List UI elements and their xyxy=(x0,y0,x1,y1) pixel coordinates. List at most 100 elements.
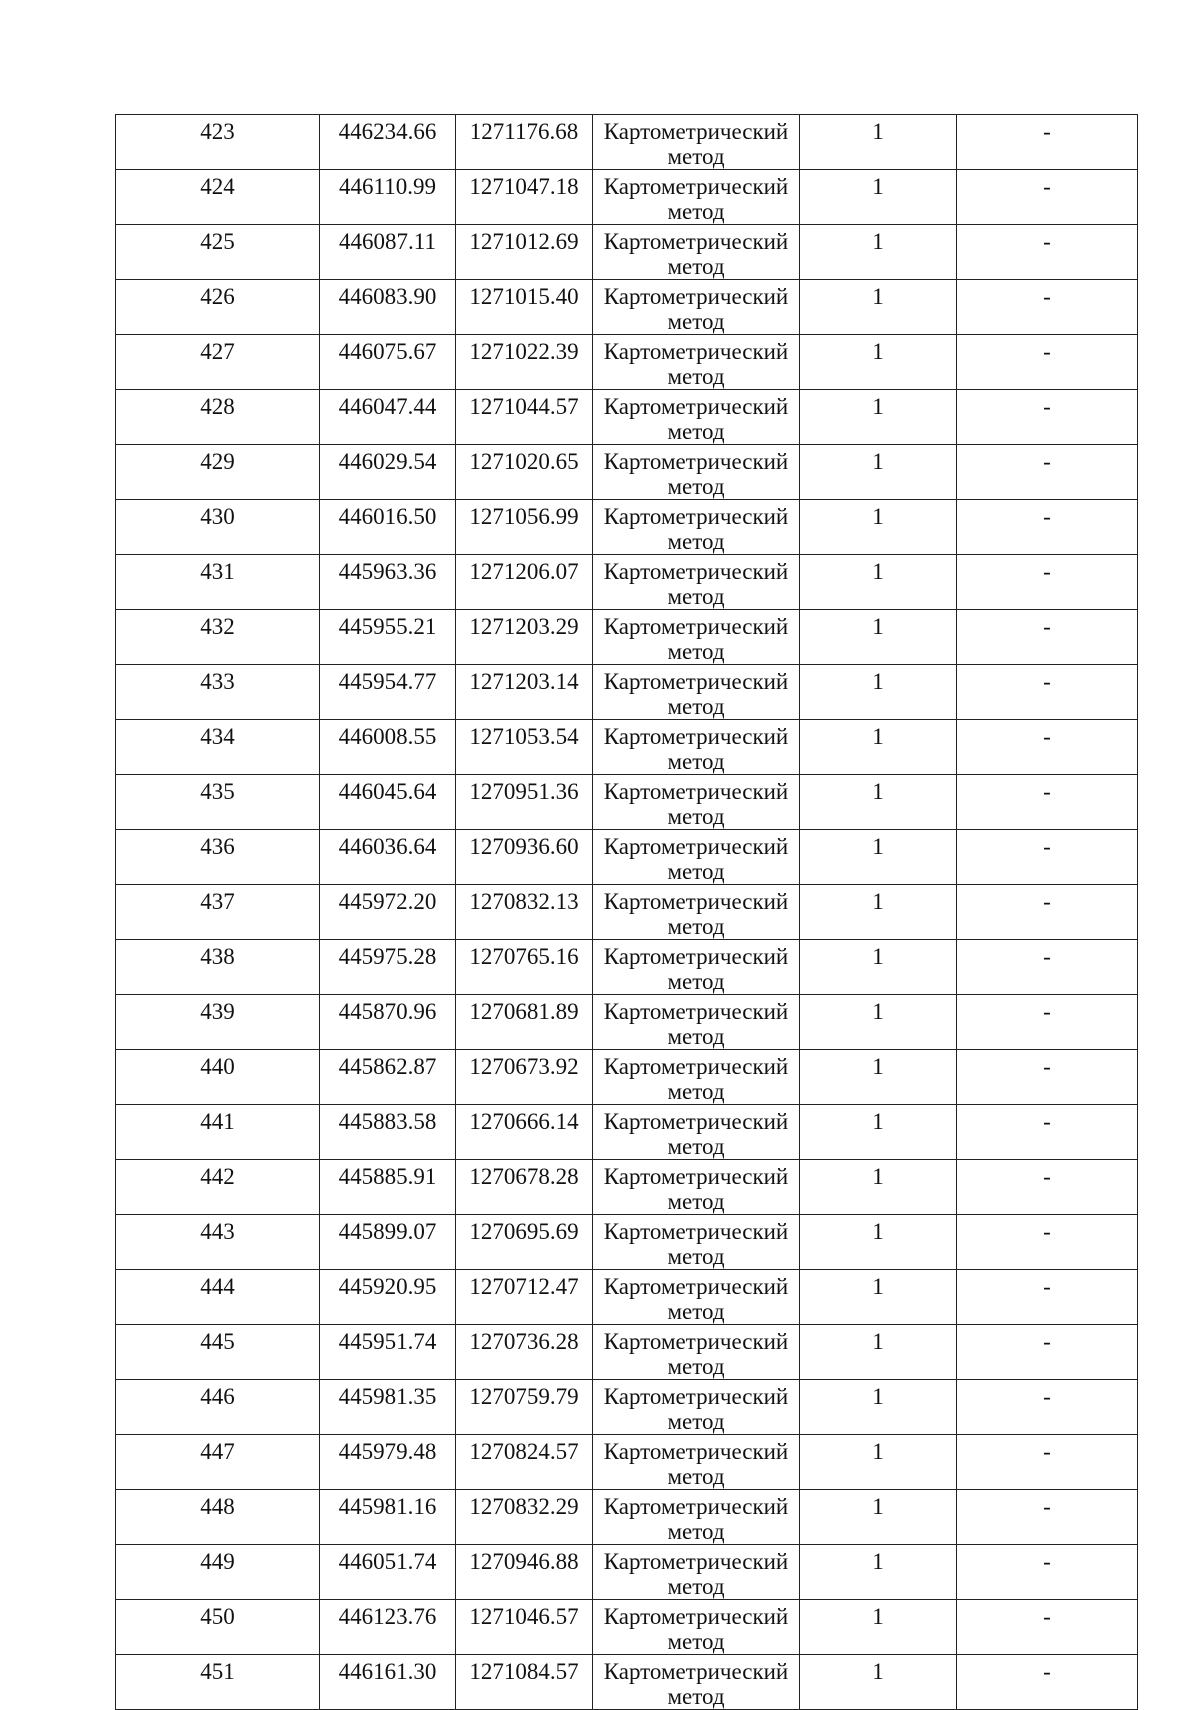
point-number-cell: 427 xyxy=(115,334,320,390)
accuracy-text: 1 xyxy=(872,174,884,199)
accuracy-cell: 1 xyxy=(799,499,957,555)
note-cell: - xyxy=(956,829,1138,885)
method-text: Картометрический метод xyxy=(603,1164,789,1214)
coord-y-text: 1270678.28 xyxy=(469,1164,579,1189)
table-row: 428 446047.44 1271044.57 Картометрический м… xyxy=(115,389,1138,445)
point-number-text: 451 xyxy=(200,1659,235,1684)
note-cell: - xyxy=(956,554,1138,610)
method-cell: Картометрический метод xyxy=(592,1544,800,1600)
coord-x-text: 446008.55 xyxy=(338,724,437,749)
method-text: Картометрический метод xyxy=(603,1549,789,1599)
coord-y-text: 1270936.60 xyxy=(469,834,579,859)
accuracy-cell: 1 xyxy=(799,1434,957,1490)
accuracy-cell: 1 xyxy=(799,609,957,665)
accuracy-cell: 1 xyxy=(799,664,957,720)
coord-y-cell: 1270678.28 xyxy=(455,1159,593,1215)
method-cell: Картометрический метод xyxy=(592,774,800,830)
note-cell: - xyxy=(956,1379,1138,1435)
coord-x-cell: 446045.64 xyxy=(319,774,456,830)
point-number-text: 434 xyxy=(200,724,235,749)
accuracy-cell: 1 xyxy=(799,1049,957,1105)
coord-x-cell: 446036.64 xyxy=(319,829,456,885)
point-number-cell: 443 xyxy=(115,1214,320,1270)
method-cell: Картометрический метод xyxy=(592,829,800,885)
method-text: Картометрический метод xyxy=(603,1219,789,1269)
point-number-cell: 429 xyxy=(115,444,320,500)
method-text: Картометрический метод xyxy=(603,559,789,609)
point-number-text: 430 xyxy=(200,504,235,529)
table-row: 434 446008.55 1271053.54 Картометрический м… xyxy=(115,719,1138,775)
accuracy-cell: 1 xyxy=(799,1654,957,1710)
note-cell: - xyxy=(956,664,1138,720)
coord-y-text: 1270824.57 xyxy=(469,1439,579,1464)
table-row: 437 445972.20 1270832.13 Картометрический м… xyxy=(115,884,1138,940)
coord-y-text: 1270666.14 xyxy=(469,1109,579,1134)
coord-x-text: 446051.74 xyxy=(338,1549,437,1574)
point-number-cell: 448 xyxy=(115,1489,320,1545)
coord-y-text: 1271015.40 xyxy=(469,284,579,309)
point-number-cell: 439 xyxy=(115,994,320,1050)
method-text: Картометрический метод xyxy=(603,394,789,444)
method-cell: Картометрический метод xyxy=(592,664,800,720)
method-text: Картометрический метод xyxy=(603,1109,789,1159)
method-text: Картометрический метод xyxy=(603,229,789,279)
coord-y-text: 1270712.47 xyxy=(469,1274,579,1299)
table-row: 442 445885.91 1270678.28 Картометрический м… xyxy=(115,1159,1138,1215)
table-row: 447 445979.48 1270824.57 Картометрический м… xyxy=(115,1434,1138,1490)
table-row: 425 446087.11 1271012.69 Картометрический м… xyxy=(115,224,1138,280)
coord-x-cell: 446047.44 xyxy=(319,389,456,445)
method-cell: Картометрический метод xyxy=(592,1049,800,1105)
accuracy-cell: 1 xyxy=(799,829,957,885)
method-text: Картометрический метод xyxy=(603,1604,789,1654)
accuracy-cell: 1 xyxy=(799,389,957,445)
coord-x-cell: 446008.55 xyxy=(319,719,456,775)
accuracy-text: 1 xyxy=(872,1274,884,1299)
point-number-text: 435 xyxy=(200,779,235,804)
note-text: - xyxy=(1043,834,1051,859)
accuracy-text: 1 xyxy=(872,1219,884,1244)
table-row: 427 446075.67 1271022.39 Картометрический м… xyxy=(115,334,1138,390)
coord-x-cell: 446016.50 xyxy=(319,499,456,555)
coord-x-cell: 445951.74 xyxy=(319,1324,456,1380)
method-cell: Картометрический метод xyxy=(592,1434,800,1490)
point-number-cell: 441 xyxy=(115,1104,320,1160)
note-cell: - xyxy=(956,1214,1138,1270)
coord-y-cell: 1270673.92 xyxy=(455,1049,593,1105)
coord-x-cell: 446110.99 xyxy=(319,169,456,225)
coord-y-text: 1270946.88 xyxy=(469,1549,579,1574)
point-number-text: 441 xyxy=(200,1109,235,1134)
point-number-text: 436 xyxy=(200,834,235,859)
coord-x-text: 446045.64 xyxy=(338,779,437,804)
accuracy-text: 1 xyxy=(872,1384,884,1409)
coord-y-text: 1271022.39 xyxy=(469,339,579,364)
coord-x-text: 445979.48 xyxy=(338,1439,437,1464)
method-cell: Картометрический метод xyxy=(592,1324,800,1380)
point-number-cell: 440 xyxy=(115,1049,320,1105)
method-cell: Картометрический метод xyxy=(592,499,800,555)
note-text: - xyxy=(1043,174,1051,199)
note-text: - xyxy=(1043,1659,1051,1684)
note-text: - xyxy=(1043,1384,1051,1409)
coord-y-text: 1271203.29 xyxy=(469,614,579,639)
method-text: Картометрический метод xyxy=(603,1329,789,1379)
point-number-cell: 447 xyxy=(115,1434,320,1490)
table-row: 439 445870.96 1270681.89 Картометрический м… xyxy=(115,994,1138,1050)
note-text: - xyxy=(1043,1549,1051,1574)
point-number-cell: 428 xyxy=(115,389,320,445)
coord-y-cell: 1271047.18 xyxy=(455,169,593,225)
method-text: Картометрический метод xyxy=(603,449,789,499)
coord-x-text: 445963.36 xyxy=(338,559,437,584)
coord-y-cell: 1270759.79 xyxy=(455,1379,593,1435)
accuracy-text: 1 xyxy=(872,834,884,859)
coord-x-cell: 445975.28 xyxy=(319,939,456,995)
note-text: - xyxy=(1043,1274,1051,1299)
coord-x-text: 445885.91 xyxy=(338,1164,437,1189)
accuracy-text: 1 xyxy=(872,999,884,1024)
table-row: 433 445954.77 1271203.14 Картометрический м… xyxy=(115,664,1138,720)
method-cell: Картометрический метод xyxy=(592,884,800,940)
point-number-text: 440 xyxy=(200,1054,235,1079)
method-cell: Картометрический метод xyxy=(592,1104,800,1160)
coord-y-text: 1270765.16 xyxy=(469,944,579,969)
accuracy-cell: 1 xyxy=(799,279,957,335)
table-row: 445 445951.74 1270736.28 Картометрический м… xyxy=(115,1324,1138,1380)
